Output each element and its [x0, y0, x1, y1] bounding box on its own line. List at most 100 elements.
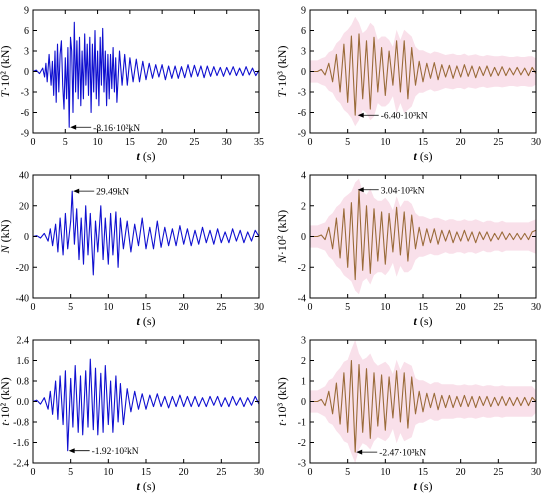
x-axis-unit: (s) [417, 479, 433, 493]
y-tick-label: -9 [298, 129, 306, 140]
y-tick-label: -9 [21, 129, 29, 140]
series-line [310, 359, 537, 453]
x-tick-label: 30 [531, 467, 541, 478]
annotation-label: 3.04·10²kN [381, 186, 425, 196]
y-tick-label: 3 [24, 47, 29, 58]
annotation-arrow-head [73, 188, 80, 194]
annotation-arrow-head [357, 187, 364, 193]
x-tick-label: 30 [222, 137, 232, 148]
y-tick-label: 2 [301, 201, 306, 212]
x-tick-label: 5 [63, 137, 68, 148]
x-tick-label: 20 [179, 302, 189, 313]
chart-panel-middle-left: 0 5 10 15 20 25 30 -40 -20 0 20 40 t (s) N (kN) 29.49k… [0, 171, 264, 329]
annotation-label: -1.92·10²kN [92, 447, 139, 457]
y-tick-label: 1 [301, 377, 306, 388]
plot-area [33, 340, 259, 463]
x-tick-label: 35 [254, 137, 264, 148]
y-tick-label: 0.0 [17, 397, 30, 408]
y-tick-label: 9 [24, 6, 29, 17]
series-line [310, 33, 537, 116]
y-tick-label: 2 [301, 356, 306, 367]
x-tick-label: 0 [308, 467, 313, 478]
y-tick-label: 9 [301, 6, 306, 17]
x-tick-label: 20 [456, 302, 466, 313]
y-tick-label: -4 [298, 294, 306, 305]
y-tick-label: 4 [301, 171, 306, 182]
x-tick-label: 0 [308, 137, 313, 148]
y-axis-unit: ·10³ (kN) [275, 377, 289, 422]
y-tick-label: -2.4 [13, 459, 29, 470]
chart-panel-middle-right: 0 5 10 15 20 25 30 -4 -2 0 2 4 t (s) N·10² (kN) 3.04·1… [275, 171, 541, 329]
y-tick-label: 0 [301, 397, 306, 408]
chart-panel-top-left: 0 5 10 15 20 25 30 35 -9 -6 -3 0 3 6 9 t (s) T·10² (kN) -… [0, 6, 264, 164]
x-tick-label: 30 [254, 467, 264, 478]
x-tick-label: 10 [93, 137, 103, 148]
y-axis-symbol: T [0, 89, 12, 97]
x-tick-label: 10 [103, 302, 113, 313]
y-tick-label: -6 [21, 108, 29, 119]
annotation-arrow-head [68, 448, 75, 454]
y-tick-label: -6 [298, 108, 306, 119]
annotation-label: -6.40·10³kN [381, 112, 428, 122]
x-tick-label: 30 [531, 302, 541, 313]
x-tick-label: 20 [179, 467, 189, 478]
y-tick-label: -1.6 [13, 438, 29, 449]
x-tick-label: 15 [418, 137, 428, 148]
y-tick-label: 0 [301, 67, 306, 78]
y-tick-label: 0 [24, 67, 29, 78]
annotation-arrow-head [70, 124, 77, 130]
x-axis-symbol: t [136, 314, 140, 328]
y-axis-title: t·10² (kN) [0, 377, 12, 426]
x-tick-label: 10 [380, 137, 390, 148]
x-tick-label: 25 [216, 302, 226, 313]
y-axis-symbol: t [275, 422, 289, 426]
annotation-label: -8.16·10²kN [93, 124, 140, 134]
x-tick-label: 15 [141, 467, 151, 478]
plot-area [33, 175, 259, 298]
x-tick-label: 5 [345, 137, 350, 148]
y-tick-label: -2 [298, 263, 306, 274]
x-tick-label: 15 [141, 302, 151, 313]
y-tick-label: -1 [298, 418, 306, 429]
x-tick-label: 5 [345, 467, 350, 478]
y-axis-title: N (kN) [0, 220, 12, 255]
y-axis-unit: ·10³ (kN) [275, 46, 289, 91]
y-tick-label: 20 [19, 201, 29, 212]
y-tick-label: -20 [16, 263, 29, 274]
x-axis-title: t (s) [413, 479, 432, 493]
y-tick-label: -40 [16, 294, 29, 305]
x-axis-unit: (s) [140, 479, 156, 493]
x-tick-label: 30 [254, 302, 264, 313]
y-tick-label: 0 [301, 232, 306, 243]
x-axis-symbol: t [136, 149, 140, 163]
y-tick-label: -3 [21, 88, 29, 99]
y-axis-title: t·10³ (kN) [275, 377, 289, 426]
x-tick-label: 20 [456, 137, 466, 148]
y-axis-symbol: T [275, 89, 289, 97]
y-tick-label: 2.4 [17, 336, 30, 347]
x-tick-label: 15 [125, 137, 135, 148]
series-line [310, 189, 537, 281]
x-axis-title: t (s) [413, 314, 432, 328]
y-tick-label: -3 [298, 88, 306, 99]
series-line [32, 21, 260, 128]
x-tick-label: 15 [418, 302, 428, 313]
y-tick-label: 6 [24, 26, 29, 37]
y-axis-unit: ·10² (kN) [0, 46, 12, 91]
y-tick-label: -2 [298, 438, 306, 449]
y-tick-label: 3 [301, 336, 306, 347]
y-axis-title: T·10² (kN) [0, 46, 12, 98]
y-tick-label: 0 [24, 232, 29, 243]
x-axis-title: t (s) [136, 149, 155, 163]
x-axis-unit: (s) [140, 149, 156, 163]
x-tick-label: 20 [157, 137, 167, 148]
y-axis-symbol: N [275, 254, 289, 264]
x-axis-unit: (s) [417, 314, 433, 328]
y-tick-label: -0.8 [13, 418, 29, 429]
x-tick-label: 25 [216, 467, 226, 478]
x-tick-label: 25 [493, 302, 503, 313]
x-tick-label: 30 [531, 137, 541, 148]
x-axis-unit: (s) [417, 149, 433, 163]
